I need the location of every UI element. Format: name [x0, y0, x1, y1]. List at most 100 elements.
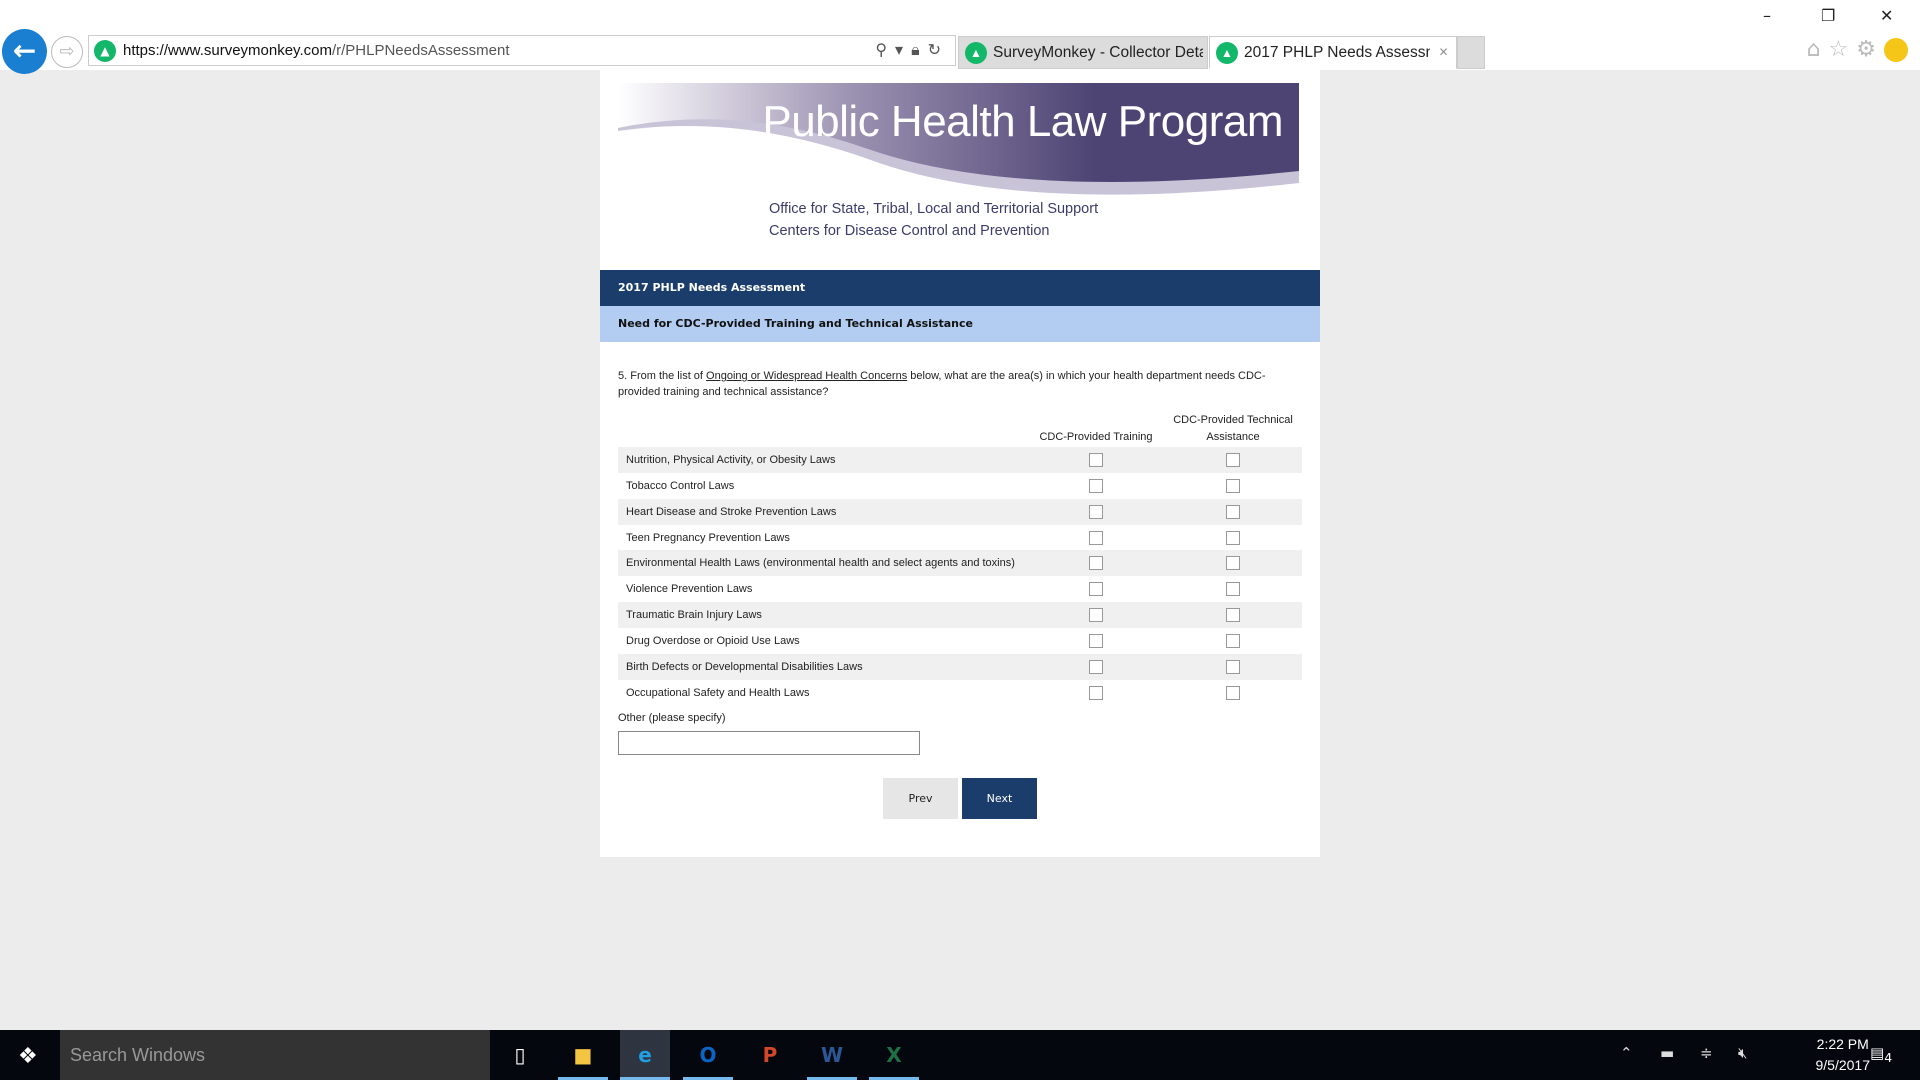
page-title: Need for CDC-Provided Training and Techn…: [600, 306, 1320, 342]
close-tab-icon[interactable]: ×: [1438, 44, 1448, 61]
row-label: Traumatic Brain Injury Laws: [626, 609, 762, 622]
matrix-row: Teen Pregnancy Prevention Laws: [618, 525, 1302, 551]
matrix-row: Heart Disease and Stroke Prevention Laws: [618, 498, 1302, 525]
matrix-row: Traumatic Brain Injury Laws: [618, 602, 1302, 629]
row-label: Tobacco Control Laws: [626, 479, 735, 492]
technical-assistance-checkbox[interactable]: [1226, 582, 1240, 597]
prev-button[interactable]: Prev: [883, 778, 958, 819]
technical-assistance-checkbox[interactable]: [1226, 556, 1240, 571]
lock-icon[interactable]: 🔒︎: [911, 40, 928, 59]
feedback-smiley-icon[interactable]: [1884, 38, 1908, 62]
surveymonkey-favicon-icon: ▲: [965, 41, 987, 64]
matrix-row: Environmental Health Laws (environmental…: [618, 550, 1302, 577]
search-icon[interactable]: ⚲: [875, 40, 896, 59]
question-number: 5.: [618, 370, 628, 382]
training-checkbox[interactable]: [1089, 478, 1103, 493]
row-label: Drug Overdose or Opioid Use Laws: [626, 634, 800, 647]
row-label: Heart Disease and Stroke Prevention Laws: [626, 505, 837, 518]
training-checkbox[interactable]: [1089, 608, 1103, 623]
technical-assistance-checkbox[interactable]: [1226, 659, 1240, 674]
surveymonkey-favicon-icon: ▲: [1216, 41, 1238, 64]
new-tab-button[interactable]: [1457, 36, 1485, 69]
question-text: 5. From the list of Ongoing or Widesprea…: [618, 368, 1302, 400]
technical-assistance-checkbox[interactable]: [1226, 504, 1240, 519]
tab-label: 2017 PHLP Needs Assessme...: [1244, 44, 1430, 61]
time: 2:22 PM: [1816, 1036, 1869, 1052]
volume-muted-icon[interactable]: 🔇︎: [1738, 1044, 1748, 1062]
matrix-row: Drug Overdose or Opioid Use Laws: [618, 628, 1302, 654]
technical-assistance-checkbox[interactable]: [1226, 453, 1240, 467]
matrix-row: Nutrition, Physical Activity, or Obesity…: [618, 447, 1302, 473]
windows-start-icon[interactable]: ❖: [18, 1044, 38, 1069]
excel-icon[interactable]: X: [869, 1030, 919, 1080]
row-label: Nutrition, Physical Activity, or Obesity…: [626, 454, 836, 466]
row-label: Environmental Health Laws (environmental…: [626, 557, 1015, 570]
row-label: Violence Prevention Laws: [626, 583, 753, 596]
taskbar: ❖ Search Windows ▯ ■ e O P W X ⌃ ▬ ≑ 🔇︎ …: [0, 1030, 1920, 1080]
url-host: https://www.surveymonkey.com: [123, 42, 332, 59]
battery-icon[interactable]: ▬: [1660, 1044, 1675, 1062]
other-label: Other (please specify): [618, 712, 726, 724]
health-concerns-link[interactable]: Ongoing or Widespread Health Concerns: [706, 370, 908, 382]
taskbar-search[interactable]: Search Windows: [60, 1030, 490, 1080]
task-view-icon[interactable]: ▯: [514, 1043, 526, 1067]
word-icon[interactable]: W: [807, 1030, 857, 1080]
row-label: Occupational Safety and Health Laws: [626, 686, 810, 699]
home-icon[interactable]: ⌂: [1806, 37, 1829, 62]
internet-explorer-icon[interactable]: e: [620, 1030, 670, 1080]
favorites-star-icon[interactable]: ☆: [1828, 37, 1857, 62]
restore-icon[interactable]: ❐: [1821, 6, 1836, 25]
training-checkbox[interactable]: [1089, 556, 1103, 571]
training-checkbox[interactable]: [1089, 685, 1103, 700]
settings-gear-icon[interactable]: ⚙: [1856, 37, 1884, 62]
matrix-row: Tobacco Control Laws: [618, 473, 1302, 499]
matrix-row: Occupational Safety and Health Laws: [618, 680, 1302, 706]
matrix-row: Violence Prevention Laws: [618, 576, 1302, 602]
question-text-pre: From the list of: [627, 370, 707, 382]
dropdown-icon[interactable]: ▾: [895, 40, 912, 59]
training-checkbox[interactable]: [1089, 633, 1103, 648]
wifi-icon[interactable]: ≑: [1700, 1044, 1713, 1062]
file-explorer-icon[interactable]: ■: [558, 1030, 608, 1080]
show-hidden-icons-icon[interactable]: ⌃: [1620, 1044, 1633, 1062]
banner-subtitle-office: Office for State, Tribal, Local and Terr…: [769, 201, 1099, 217]
technical-assistance-checkbox[interactable]: [1226, 608, 1240, 623]
clock[interactable]: 2:22 PM 9/5/2017: [1816, 1034, 1871, 1076]
column-header-training: CDC-Provided Training: [1039, 431, 1153, 443]
training-checkbox[interactable]: [1089, 530, 1103, 545]
minimize-icon[interactable]: –: [1763, 6, 1771, 25]
row-label: Birth Defects or Developmental Disabilit…: [626, 660, 863, 673]
notification-count: 4: [1884, 1050, 1893, 1065]
row-label: Teen Pregnancy Prevention Laws: [626, 531, 790, 544]
tab-needs-assessment[interactable]: ▲ 2017 PHLP Needs Assessme... ×: [1209, 36, 1457, 69]
question-text-post: below, what are the area(s) in which you…: [618, 370, 1266, 398]
banner-subtitle-cdc: Centers for Disease Control and Preventi…: [769, 223, 1050, 239]
close-window-icon[interactable]: ✕: [1880, 6, 1894, 25]
technical-assistance-checkbox[interactable]: [1226, 685, 1240, 700]
refresh-icon[interactable]: ↻: [927, 40, 949, 59]
survey-page: Public Health Law Program Office for Sta…: [600, 70, 1320, 857]
next-button[interactable]: Next: [962, 778, 1037, 819]
back-button[interactable]: ←: [2, 29, 47, 74]
tab-label: SurveyMonkey - Collector Deta...: [993, 44, 1203, 61]
column-header-technical: CDC-Provided Technical Assistance: [1173, 414, 1293, 443]
program-banner: Public Health Law Program: [618, 83, 1299, 195]
address-bar[interactable]: ▲ https://www.surveymonkey.com/r/PHLPNee…: [88, 35, 956, 66]
date: 9/5/2017: [1815, 1057, 1871, 1073]
survey-title: 2017 PHLP Needs Assessment: [600, 270, 1320, 306]
url-text: https://www.surveymonkey.com/r/PHLPNeeds…: [123, 42, 510, 59]
forward-button[interactable]: ⇨: [51, 36, 83, 68]
action-center-icon[interactable]: ▤4: [1870, 1044, 1893, 1065]
training-checkbox[interactable]: [1089, 453, 1103, 467]
technical-assistance-checkbox[interactable]: [1226, 530, 1240, 545]
technical-assistance-checkbox[interactable]: [1226, 633, 1240, 648]
training-checkbox[interactable]: [1089, 504, 1103, 519]
outlook-icon[interactable]: O: [683, 1030, 733, 1080]
tab-collector-details[interactable]: ▲ SurveyMonkey - Collector Deta...: [958, 36, 1208, 69]
powerpoint-icon[interactable]: P: [762, 1043, 778, 1067]
technical-assistance-checkbox[interactable]: [1226, 478, 1240, 493]
training-checkbox[interactable]: [1089, 582, 1103, 597]
training-checkbox[interactable]: [1089, 659, 1103, 674]
matrix-row: Birth Defects or Developmental Disabilit…: [618, 653, 1302, 680]
other-specify-input[interactable]: [618, 731, 920, 755]
